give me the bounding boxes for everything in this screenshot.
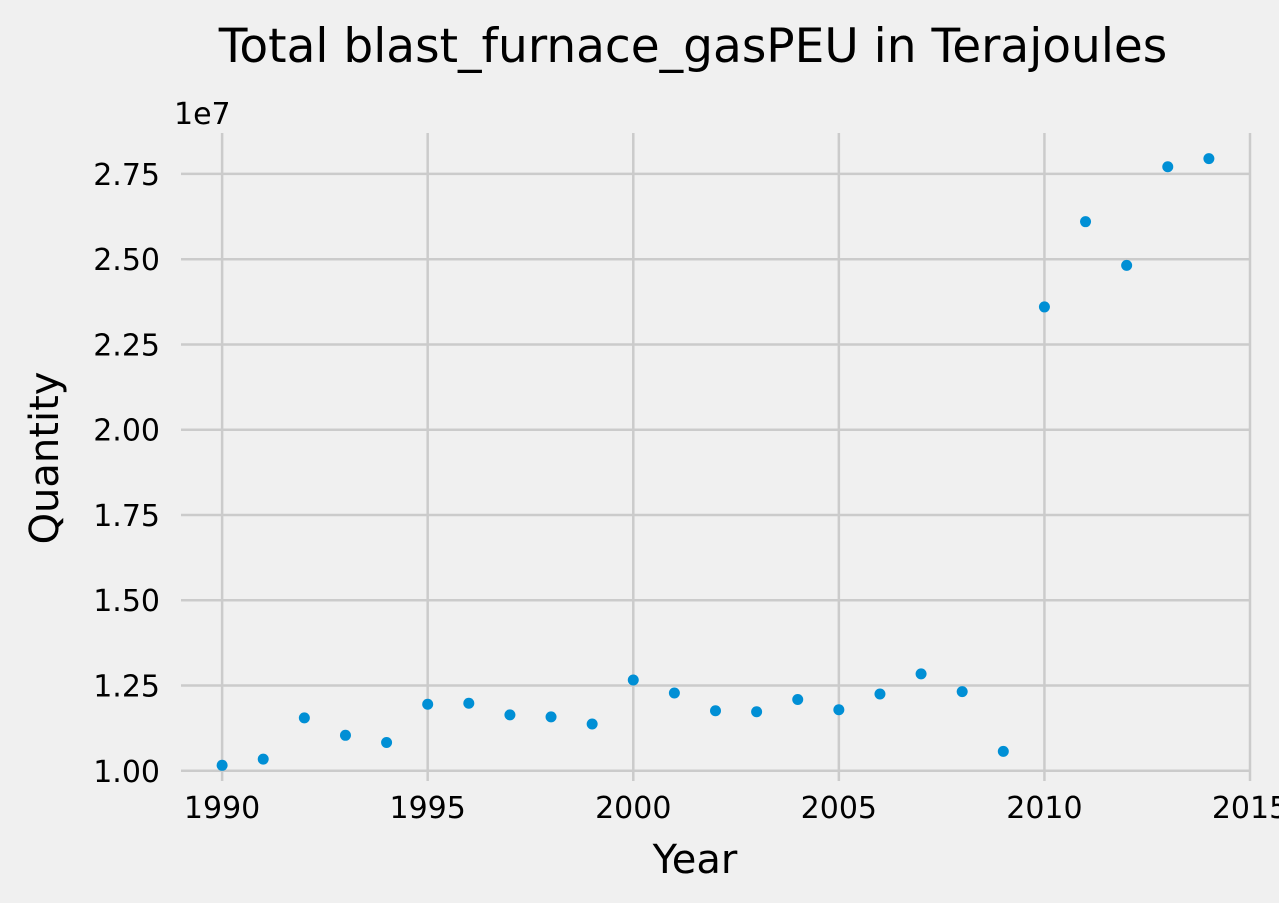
x-tick-label: 1990	[184, 791, 260, 826]
data-point	[1203, 153, 1215, 165]
data-point	[668, 687, 680, 699]
data-point	[1080, 216, 1092, 228]
data-point	[545, 711, 557, 723]
x-tick-label: 2010	[1006, 791, 1082, 826]
y-tick-labels: 1.00 1.25 1.50 1.75 2.00 2.25 2.50 2.75	[93, 158, 160, 790]
y-tick-label: 1.75	[93, 499, 160, 534]
data-point	[216, 759, 228, 771]
grid-lines	[181, 133, 1252, 781]
x-tick-label: 2015	[1212, 791, 1279, 826]
data-point	[874, 688, 886, 700]
chart-title: Total blast_furnace_gasPEU in Terajoules	[218, 19, 1168, 74]
data-point	[298, 712, 310, 724]
data-point	[339, 729, 351, 741]
data-point	[792, 693, 804, 705]
data-point	[257, 753, 269, 765]
data-points	[216, 153, 1215, 771]
x-axis-label: Year	[652, 837, 738, 883]
y-tick-label: 1.25	[93, 670, 160, 705]
data-point	[997, 745, 1009, 757]
data-point	[1038, 301, 1050, 313]
y-tick-label: 2.00	[93, 414, 160, 449]
y-tick-label: 1.50	[93, 584, 160, 619]
x-tick-label: 2000	[595, 791, 671, 826]
x-tick-labels: 1990 1995 2000 2005 2010 2015	[184, 791, 1279, 826]
y-tick-label: 2.75	[93, 158, 160, 193]
data-point	[751, 706, 763, 718]
data-point	[381, 736, 393, 748]
data-point	[504, 709, 516, 721]
data-point	[422, 698, 434, 710]
y-tick-label: 1.00	[93, 755, 160, 790]
x-tick-label: 1995	[390, 791, 466, 826]
y-tick-label: 2.50	[93, 243, 160, 278]
y-offset-label: 1e7	[174, 97, 231, 132]
data-point	[833, 704, 845, 716]
y-tick-label: 2.25	[93, 328, 160, 363]
x-tick-label: 2005	[801, 791, 877, 826]
data-point	[710, 705, 721, 717]
data-point	[586, 718, 598, 730]
data-point	[463, 697, 475, 709]
y-axis-label: Quantity	[22, 372, 68, 545]
data-point	[1162, 161, 1174, 173]
data-point	[1121, 259, 1133, 271]
data-point	[627, 674, 639, 686]
data-point	[915, 668, 927, 680]
data-point	[956, 686, 968, 698]
